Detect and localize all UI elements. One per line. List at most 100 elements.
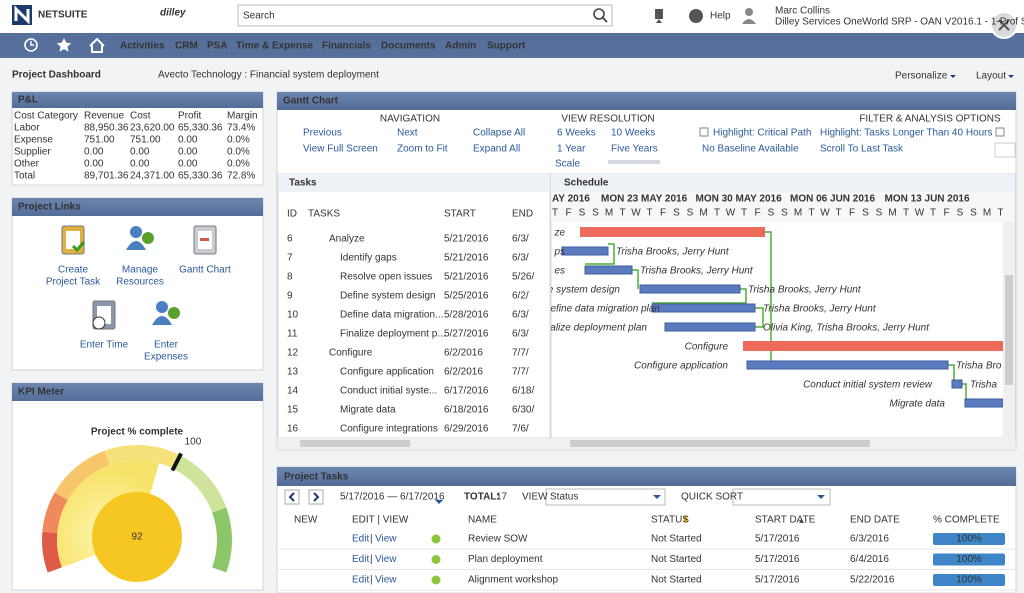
day-label: M: [983, 208, 991, 219]
search-icon[interactable]: [593, 8, 605, 20]
filter-link[interactable]: Highlight: Tasks Longer Than 40 Hours: [820, 128, 993, 139]
task-name[interactable]: Analyze: [329, 234, 365, 245]
link-label[interactable]: Gantt Chart: [179, 265, 231, 276]
task-name[interactable]: Configure: [329, 348, 373, 359]
column-header: Cost Category: [14, 111, 78, 122]
recent-icon[interactable]: [24, 38, 38, 52]
scale-slider[interactable]: [608, 160, 660, 164]
notifications-icon[interactable]: [655, 9, 663, 23]
help-link[interactable]: Help: [710, 11, 731, 22]
scroll-thumb[interactable]: [1005, 275, 1013, 385]
layout-link[interactable]: Layout: [976, 71, 1006, 82]
task-end: 6/3/: [512, 329, 529, 340]
task-name[interactable]: Conduct initial syste...: [340, 386, 437, 397]
gantt-nav-link[interactable]: Collapse All: [473, 128, 525, 139]
filter-link[interactable]: Scroll To Last Task: [820, 144, 904, 155]
edit-link[interactable]: Edit: [352, 575, 369, 586]
nav-item[interactable]: PSA: [207, 41, 228, 52]
task-name[interactable]: Identify gaps: [340, 253, 397, 264]
gantt-nav-link[interactable]: Zoom to Fit: [397, 144, 448, 155]
task-name: Alignment workshop: [468, 575, 558, 586]
task-name[interactable]: Resolve open issues: [340, 272, 432, 283]
column-header: START: [444, 209, 476, 220]
link-label[interactable]: Create: [58, 265, 88, 276]
nav-item[interactable]: Support: [487, 41, 526, 52]
nav-item[interactable]: CRM: [175, 41, 198, 52]
task-bar[interactable]: [964, 398, 1003, 408]
task-end: 6/3/2016: [850, 534, 889, 545]
link-label[interactable]: Enter: [154, 340, 179, 351]
nav-item[interactable]: Time & Expense: [236, 41, 314, 52]
link-label[interactable]: Manage: [122, 265, 159, 276]
task-name[interactable]: Configure application: [340, 367, 434, 378]
resolution-link[interactable]: 10 Weeks: [611, 128, 655, 139]
favorites-icon[interactable]: [56, 38, 72, 52]
filter-search[interactable]: [994, 142, 1016, 158]
resolution-link[interactable]: Scale: [555, 159, 580, 170]
sort-select[interactable]: [732, 488, 831, 506]
range-dropdown[interactable]: [435, 500, 443, 504]
gantt-nav-link[interactable]: Expand All: [473, 144, 520, 155]
edit-link[interactable]: Edit: [352, 554, 369, 565]
personalize-link[interactable]: Personalize: [895, 71, 948, 82]
scroll-thumb[interactable]: [570, 440, 870, 447]
column-header: END: [512, 209, 533, 220]
gantt-nav-link[interactable]: View Full Screen: [303, 144, 378, 155]
nav-item[interactable]: Documents: [381, 41, 436, 52]
gantt-nav-link[interactable]: Next: [397, 128, 418, 139]
column-header: NEW: [294, 515, 318, 526]
help-icon[interactable]: [689, 9, 703, 23]
summary-bar[interactable]: [743, 341, 1003, 351]
gantt-nav-link[interactable]: Previous: [303, 128, 342, 139]
column-header: TASKS: [308, 209, 340, 220]
task-bar[interactable]: [746, 360, 949, 370]
next-button[interactable]: [308, 489, 324, 505]
resolution-link[interactable]: Five Years: [611, 144, 658, 155]
view-value[interactable]: Status: [550, 492, 578, 503]
task-bar[interactable]: [561, 246, 609, 256]
nav-item[interactable]: Financials: [322, 41, 371, 52]
task-bar[interactable]: [584, 265, 633, 275]
home-icon[interactable]: [89, 37, 105, 53]
table-cell: 72.8%: [227, 171, 255, 182]
task-bar[interactable]: [651, 303, 756, 313]
filter-link[interactable]: No Baseline Available: [702, 144, 799, 155]
link-label[interactable]: Expenses: [144, 352, 188, 363]
task-name[interactable]: Configure integrations: [340, 424, 438, 435]
scroll-thumb[interactable]: [300, 440, 410, 447]
table-cell: 0.00: [178, 135, 198, 146]
panel-title: Gantt Chart: [283, 96, 339, 107]
checkbox[interactable]: [995, 127, 1005, 137]
nav-item[interactable]: Activities: [120, 41, 165, 52]
view-link[interactable]: View: [375, 554, 397, 565]
task-name[interactable]: Define data migration...: [340, 310, 443, 321]
bar-label: nalize deployment plan: [545, 323, 648, 334]
nav-item[interactable]: Admin: [445, 41, 476, 52]
view-link[interactable]: View: [375, 534, 397, 545]
view-link[interactable]: View: [375, 575, 397, 586]
user-icon[interactable]: [745, 8, 753, 16]
dependency-line: [962, 383, 967, 402]
resolution-link[interactable]: 1 Year: [557, 144, 586, 155]
resolution-link[interactable]: 6 Weeks: [557, 128, 596, 139]
task-bar[interactable]: [639, 284, 741, 294]
task-bar[interactable]: [664, 322, 756, 332]
task-start: 6/2/2016: [444, 367, 483, 378]
prev-button[interactable]: [284, 489, 300, 505]
link-label[interactable]: Enter Time: [80, 340, 129, 351]
task-id: 7: [287, 253, 293, 264]
task-name[interactable]: Finalize deployment p...: [340, 329, 446, 340]
filter-link[interactable]: Highlight: Critical Path: [713, 128, 811, 139]
task-list-header: [278, 174, 550, 192]
summary-bar[interactable]: [580, 227, 765, 237]
task-bar[interactable]: [951, 379, 963, 389]
view-select[interactable]: [545, 488, 666, 506]
link-label[interactable]: Resources: [116, 277, 164, 288]
task-name[interactable]: Migrate data: [340, 405, 396, 416]
task-name[interactable]: Define system design: [340, 291, 436, 302]
link-label[interactable]: Project Task: [46, 277, 101, 288]
checkbox[interactable]: [699, 127, 709, 137]
search-box[interactable]: [237, 4, 613, 27]
edit-link[interactable]: Edit: [352, 534, 369, 545]
task-start: 5/17/2016: [755, 554, 800, 565]
